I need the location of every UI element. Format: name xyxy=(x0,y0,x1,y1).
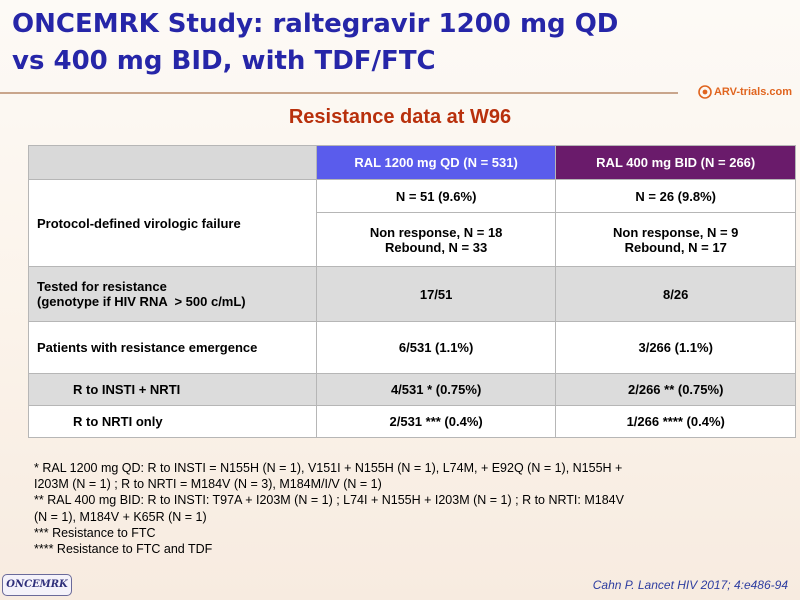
row-label-tested-line2: (genotype if HIV RNA > 500 c/mL) xyxy=(37,294,246,309)
cell-bid-insti-nrti: 2/266 ** (0.75%) xyxy=(555,373,796,406)
table-row: Patients with resistance emergence 6/531… xyxy=(28,321,796,374)
header-ral-1200-qd: RAL 1200 mg QD (N = 531) xyxy=(315,145,557,180)
table-row: R to NRTI only 2/531 *** (0.4%) 1/266 **… xyxy=(28,405,796,438)
row-label-tested-resistance: Tested for resistance (genotype if HIV R… xyxy=(28,266,317,322)
cell-bid-tested: 8/26 xyxy=(555,266,796,322)
title-divider: ARV-trials.com xyxy=(0,84,800,100)
table-row: Protocol-defined virologic failure N = 5… xyxy=(28,179,796,267)
header-ral-400-bid: RAL 400 mg BID (N = 266) xyxy=(555,145,796,180)
footnote-line: *** Resistance to FTC xyxy=(34,525,156,540)
row-label-nrti-only: R to NRTI only xyxy=(28,405,317,438)
arv-logo-icon xyxy=(698,85,712,99)
cell-bid-rebound: Rebound, N = 17 xyxy=(624,239,727,255)
cell-qd-emergence: 6/531 (1.1%) xyxy=(315,321,557,374)
cell-bid-nrti-only: 1/266 **** (0.4%) xyxy=(555,405,796,438)
cell-bid-failure-n: N = 26 (9.8%) xyxy=(555,179,796,213)
row-label-virologic-failure: Protocol-defined virologic failure xyxy=(28,179,317,267)
footnote-line: ** RAL 400 mg BID: R to INSTI: T97A + I2… xyxy=(34,493,624,508)
cell-bid-failure-detail: Non response, N = 9 Rebound, N = 17 xyxy=(555,212,796,267)
footnotes: * RAL 1200 mg QD: R to INSTI = N155H (N … xyxy=(34,460,784,557)
row-label-insti-nrti: R to INSTI + NRTI xyxy=(28,373,317,406)
row-label-resistance-emergence: Patients with resistance emergence xyxy=(28,321,317,374)
oncemrk-badge: ONCEMRK xyxy=(2,574,72,596)
table-row: Tested for resistance (genotype if HIV R… xyxy=(28,266,796,322)
row-label-tested-line1: Tested for resistance xyxy=(37,279,167,294)
cell-qd-failure-n: N = 51 (9.6%) xyxy=(315,179,557,213)
footnote-line: * RAL 1200 mg QD: R to INSTI = N155H (N … xyxy=(34,461,623,475)
table-header-row: RAL 1200 mg QD (N = 531) RAL 400 mg BID … xyxy=(28,145,796,180)
cell-qd-rebound: Rebound, N = 33 xyxy=(385,239,488,255)
footnote-line: **** Resistance to FTC and TDF xyxy=(34,542,213,557)
citation: Cahn P. Lancet HIV 2017; 4:e486-94 xyxy=(592,578,788,592)
cell-bid-emergence: 3/266 (1.1%) xyxy=(555,321,796,374)
cell-qd-insti-nrti: 4/531 * (0.75%) xyxy=(315,373,557,406)
cell-qd-tested: 17/51 xyxy=(315,266,557,322)
table-row: R to INSTI + NRTI 4/531 * (0.75%) 2/266 … xyxy=(28,373,796,406)
slide-title-line2: vs 400 mg BID, with TDF/FTC xyxy=(12,46,436,76)
cell-bid-non-response: Non response, N = 9 xyxy=(613,224,739,240)
logo-text: ARV-trials.com xyxy=(713,86,792,98)
cell-qd-non-response: Non response, N = 18 xyxy=(369,224,503,240)
slide-title: ONCEMRK Study: raltegravir 1200 mg QD vs… xyxy=(12,6,652,80)
cell-qd-failure-detail: Non response, N = 18 Rebound, N = 33 xyxy=(315,212,557,267)
slide-title-line1: ONCEMRK Study: raltegravir 1200 mg QD xyxy=(12,9,619,39)
arv-trials-logo: ARV-trials.com xyxy=(698,84,792,100)
resistance-table: RAL 1200 mg QD (N = 531) RAL 400 mg BID … xyxy=(28,145,796,438)
cell-qd-nrti-only: 2/531 *** (0.4%) xyxy=(315,405,557,438)
footnote-line: (N = 1), M184V + K65R (N = 1) xyxy=(34,509,207,524)
header-blank-cell xyxy=(28,145,317,180)
footnote-line: I203M (N = 1) ; R to NRTI = M184V (N = 3… xyxy=(34,477,382,492)
slide-subtitle: Resistance data at W96 xyxy=(288,106,512,128)
